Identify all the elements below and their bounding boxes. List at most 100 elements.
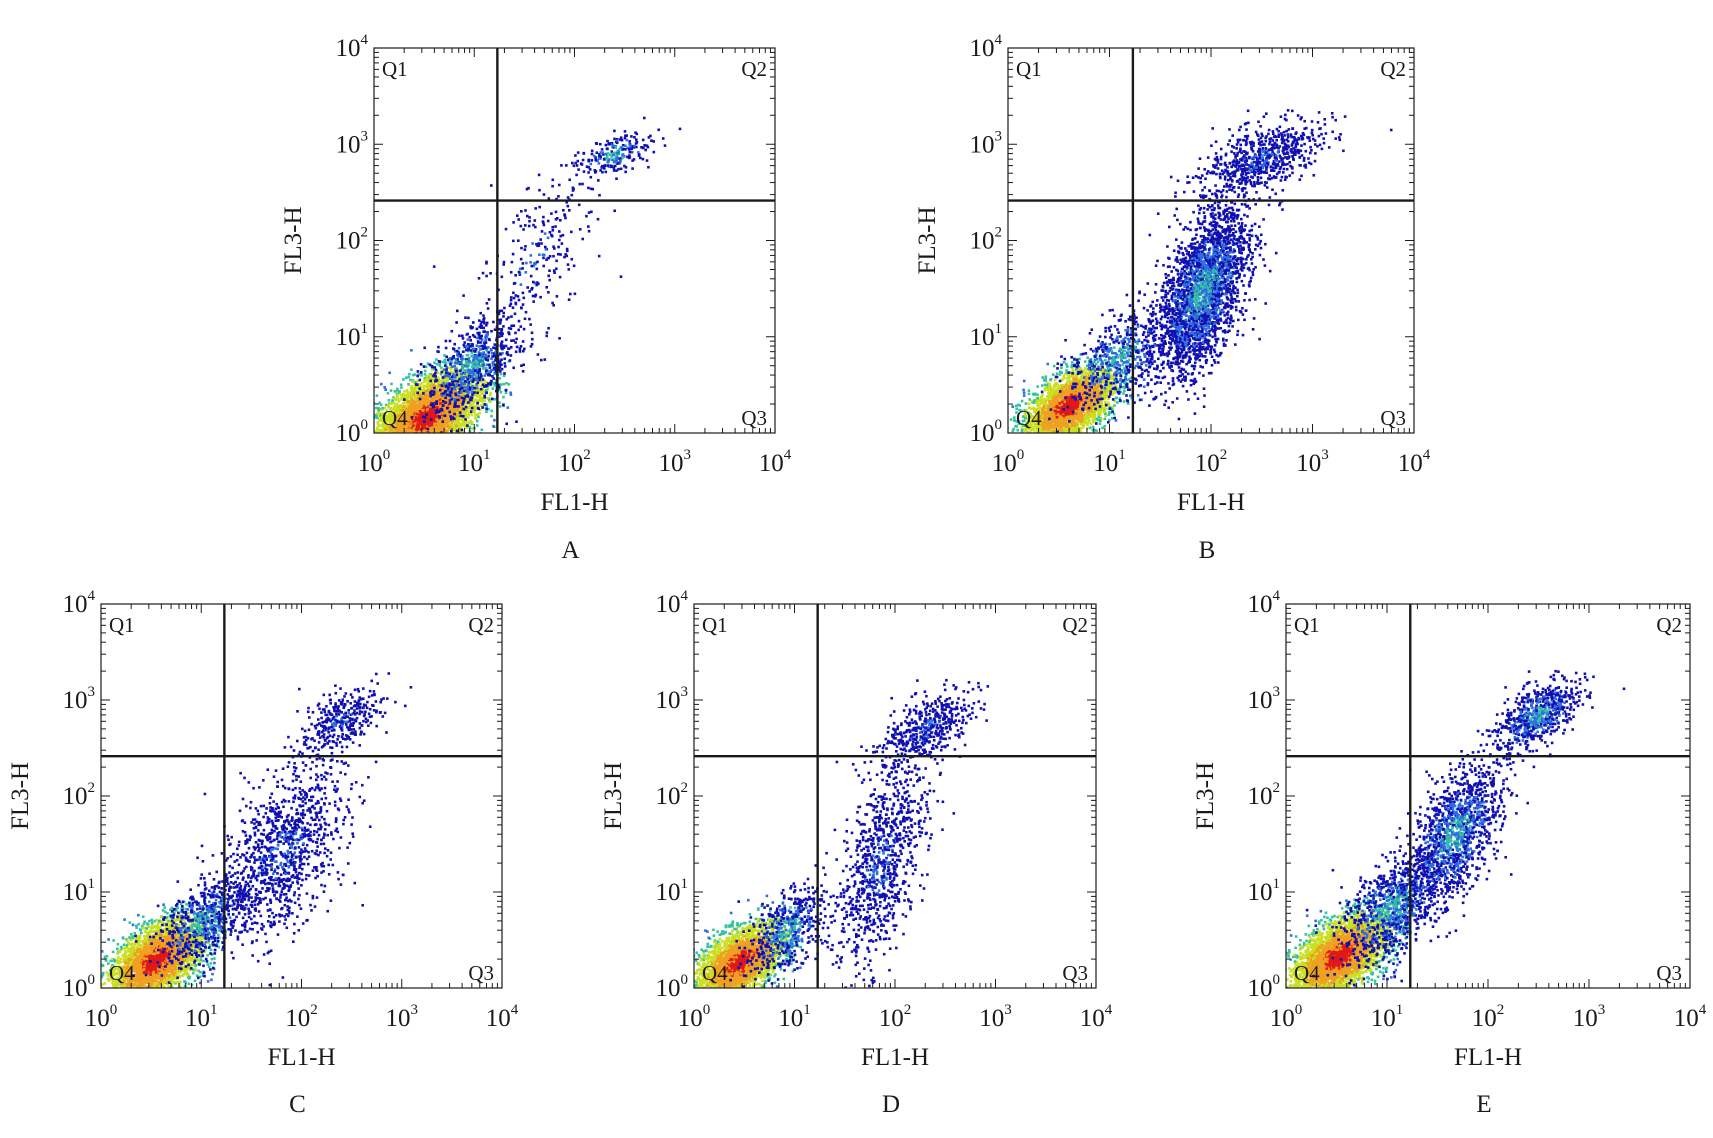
event-dot	[613, 158, 616, 161]
event-dot	[408, 444, 411, 447]
event-dot	[438, 409, 442, 413]
event-dot	[361, 447, 364, 450]
event-dot	[466, 366, 469, 369]
event-dot	[559, 234, 562, 238]
event-dot	[473, 363, 477, 366]
event-dot	[599, 169, 602, 172]
event-dot	[425, 455, 428, 458]
event-dot	[397, 437, 400, 440]
event-dot	[514, 294, 518, 297]
event-dot	[397, 449, 400, 452]
event-dot	[643, 116, 646, 120]
event-dot	[396, 387, 399, 391]
event-dot	[430, 436, 433, 439]
event-dot	[444, 435, 447, 438]
event-dot	[498, 352, 502, 355]
event-dot	[487, 407, 490, 411]
event-dot	[428, 402, 432, 405]
event-dot	[401, 444, 404, 447]
event-dot	[403, 474, 406, 477]
event-dot	[423, 470, 426, 473]
event-dot	[450, 440, 453, 443]
event-dot	[443, 453, 446, 456]
event-dot	[485, 348, 488, 352]
event-dot	[394, 441, 397, 444]
event-dot	[438, 428, 442, 432]
event-dot	[615, 138, 619, 141]
event-dot	[478, 369, 481, 373]
event-dot	[459, 398, 462, 401]
event-dot	[450, 450, 453, 453]
event-dot	[411, 445, 414, 448]
event-dot	[439, 372, 443, 376]
event-dot	[570, 193, 574, 197]
event-dot	[624, 148, 627, 151]
event-dot	[606, 139, 609, 143]
event-dot	[386, 416, 390, 420]
event-dot	[485, 381, 488, 384]
event-dot	[544, 245, 547, 249]
event-dot	[412, 407, 415, 411]
event-dot	[615, 160, 618, 164]
event-dot	[557, 245, 560, 249]
event-dot	[487, 298, 491, 301]
event-dot	[384, 428, 387, 431]
event-dot	[400, 454, 403, 457]
event-dot	[400, 459, 403, 462]
event-dot	[519, 325, 523, 328]
event-dot	[393, 438, 396, 441]
event-dot	[402, 434, 405, 437]
event-dot	[572, 264, 576, 268]
event-dot	[517, 218, 520, 221]
event-dot	[490, 329, 493, 333]
event-dot	[392, 458, 395, 461]
event-dot	[415, 446, 418, 449]
event-dot	[407, 434, 410, 437]
event-dot	[483, 396, 487, 399]
event-dot	[389, 420, 392, 423]
event-dot	[515, 420, 518, 423]
event-dot	[645, 144, 649, 147]
event-dot	[437, 451, 440, 454]
event-dot	[430, 420, 434, 424]
event-dot	[459, 427, 463, 430]
event-dot	[613, 159, 616, 163]
event-dot	[426, 379, 430, 383]
event-dot	[405, 468, 408, 471]
event-dot	[382, 436, 385, 439]
event-dot	[416, 427, 419, 431]
event-dot	[351, 473, 354, 476]
event-dot	[460, 423, 464, 427]
event-dot	[471, 347, 475, 350]
event-dot	[429, 463, 432, 466]
event-dot	[449, 436, 452, 439]
event-dot	[384, 467, 387, 470]
event-dot	[412, 435, 415, 438]
event-dot	[576, 159, 580, 163]
event-dot	[454, 401, 457, 405]
event-dot	[483, 344, 486, 348]
event-dot	[411, 435, 414, 438]
event-dot	[419, 464, 422, 467]
event-dot	[435, 446, 438, 449]
event-dot	[375, 437, 378, 440]
event-dot	[548, 231, 552, 234]
event-dot	[441, 416, 444, 420]
event-dot	[540, 242, 543, 245]
event-dot	[448, 441, 451, 444]
event-dot	[410, 385, 413, 388]
event-dot	[422, 450, 425, 453]
event-dot	[468, 359, 471, 363]
event-dot	[436, 435, 439, 438]
event-dot	[417, 478, 420, 481]
event-dot	[619, 275, 623, 278]
event-dot	[398, 421, 401, 424]
event-dot	[424, 435, 427, 438]
event-dot	[426, 382, 429, 386]
event-dot	[448, 396, 452, 399]
event-dot	[625, 138, 629, 142]
event-dot	[405, 436, 408, 439]
event-dot	[416, 460, 419, 463]
event-dot	[463, 397, 466, 400]
event-dot	[498, 377, 501, 380]
